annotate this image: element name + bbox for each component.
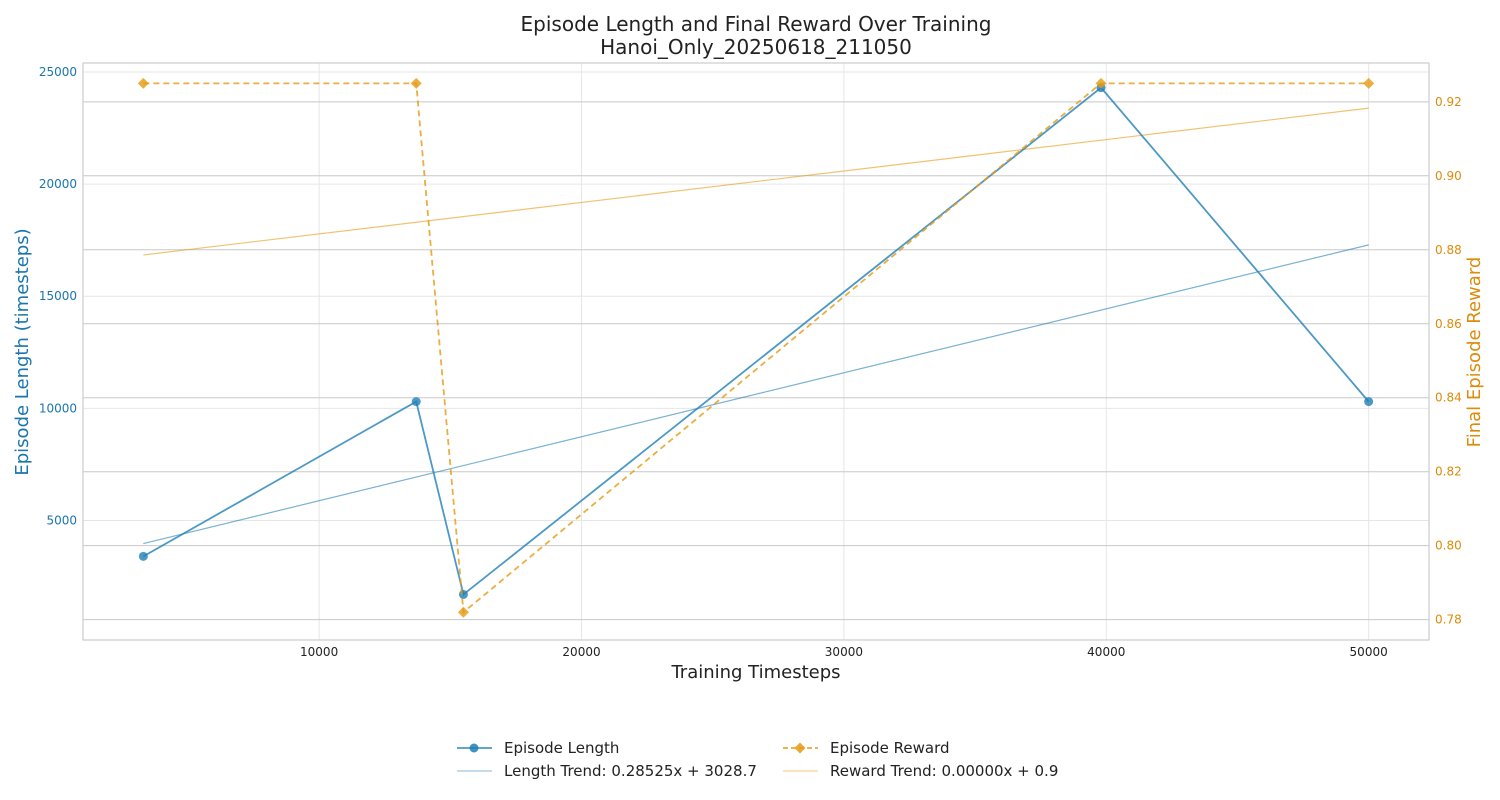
grid-layer bbox=[83, 63, 1429, 640]
legend: Episode Length Length Trend: 0.28525x + … bbox=[457, 739, 1058, 780]
y-left-tick-label: 5000 bbox=[46, 513, 77, 527]
episode-reward-point bbox=[137, 77, 149, 89]
legend-label-episode-reward: Episode Reward bbox=[830, 739, 950, 757]
y-right-tick-label: 0.90 bbox=[1435, 169, 1462, 183]
y-axis-left-label: Episode Length (timesteps) bbox=[12, 228, 33, 475]
legend-label-reward-trend: Reward Trend: 0.00000x + 0.9 bbox=[830, 762, 1058, 780]
length-trend-line bbox=[143, 244, 1369, 545]
y-right-tick-label: 0.88 bbox=[1435, 243, 1462, 257]
y-right-tick-label: 0.84 bbox=[1435, 391, 1462, 405]
reward-trend-line bbox=[143, 107, 1369, 256]
y-left-tick-label: 25000 bbox=[39, 65, 77, 79]
plot-frame bbox=[82, 62, 1430, 641]
legend-label-episode-length: Episode Length bbox=[504, 739, 619, 757]
y-left-tick-label: 10000 bbox=[39, 401, 77, 415]
y-right-tick-label: 0.82 bbox=[1435, 465, 1462, 479]
y-left-tick-label: 15000 bbox=[39, 289, 77, 303]
legend-item-episode-length: Episode Length bbox=[457, 739, 619, 757]
episode-length-point bbox=[1364, 397, 1374, 407]
episode-length-point bbox=[411, 397, 421, 407]
trend-layer bbox=[143, 107, 1369, 545]
legend-item-reward-trend: Reward Trend: 0.00000x + 0.9 bbox=[783, 762, 1058, 780]
episode-length-point bbox=[138, 551, 148, 561]
tick-layer: 10000 20000 30000 40000 50000 5000 10000 15000 2… bbox=[39, 65, 1462, 659]
x-axis-label: Training Timesteps bbox=[670, 662, 840, 683]
episode-reward-point bbox=[1363, 77, 1375, 89]
series-layer bbox=[137, 77, 1375, 618]
legend-marker-episode-length bbox=[469, 743, 479, 753]
x-tick-label: 50000 bbox=[1350, 645, 1388, 659]
y-right-tick-label: 0.80 bbox=[1435, 539, 1462, 553]
episode-reward-point bbox=[1095, 77, 1107, 89]
legend-marker-episode-reward bbox=[794, 742, 806, 754]
x-tick-label: 20000 bbox=[562, 645, 600, 659]
episode-reward-point bbox=[410, 77, 422, 89]
x-tick-label: 40000 bbox=[1087, 645, 1125, 659]
legend-item-length-trend: Length Trend: 0.28525x + 3028.7 bbox=[457, 762, 757, 780]
legend-item-episode-reward: Episode Reward bbox=[783, 739, 950, 757]
episode-reward-point bbox=[457, 606, 469, 618]
y-right-tick-label: 0.92 bbox=[1435, 95, 1462, 109]
x-tick-label: 30000 bbox=[825, 645, 863, 659]
chart-title: Episode Length and Final Reward Over Tra… bbox=[521, 12, 992, 36]
x-tick-label: 10000 bbox=[300, 645, 338, 659]
y-axis-right-label: Final Episode Reward bbox=[1464, 257, 1485, 448]
y-right-tick-label: 0.86 bbox=[1435, 317, 1462, 331]
chart-subtitle: Hanoi_Only_20250618_211050 bbox=[600, 35, 912, 59]
legend-label-length-trend: Length Trend: 0.28525x + 3028.7 bbox=[504, 762, 757, 780]
y-right-tick-label: 0.78 bbox=[1435, 613, 1462, 627]
y-left-tick-label: 20000 bbox=[39, 177, 77, 191]
episode-length-point bbox=[458, 589, 468, 599]
